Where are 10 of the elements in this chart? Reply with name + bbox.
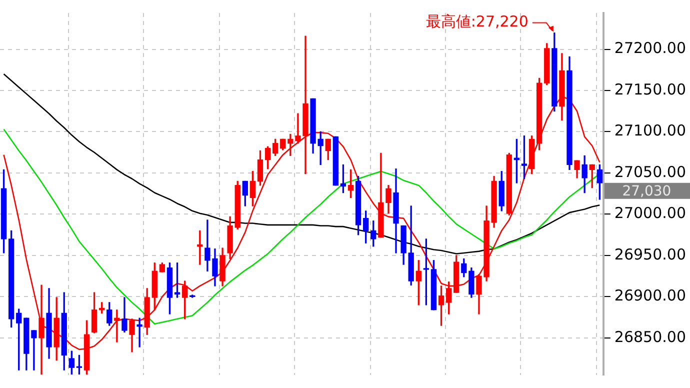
y-tick-label: 26950.00 [614,245,686,264]
annotation: 最高値:27,220 [426,12,528,31]
y-tick-label: 26900.00 [614,286,686,305]
y-tick-label: 27050.00 [614,162,686,181]
y-tick-label: 27100.00 [614,122,686,140]
y-tick-label: 27000.00 [614,204,686,222]
y-tick-label: 27200.00 [614,39,686,58]
text: 27,030 [622,184,672,200]
y-tick-label: 27150.00 [614,80,686,98]
y-tick-label: 26850.00 [614,328,686,346]
